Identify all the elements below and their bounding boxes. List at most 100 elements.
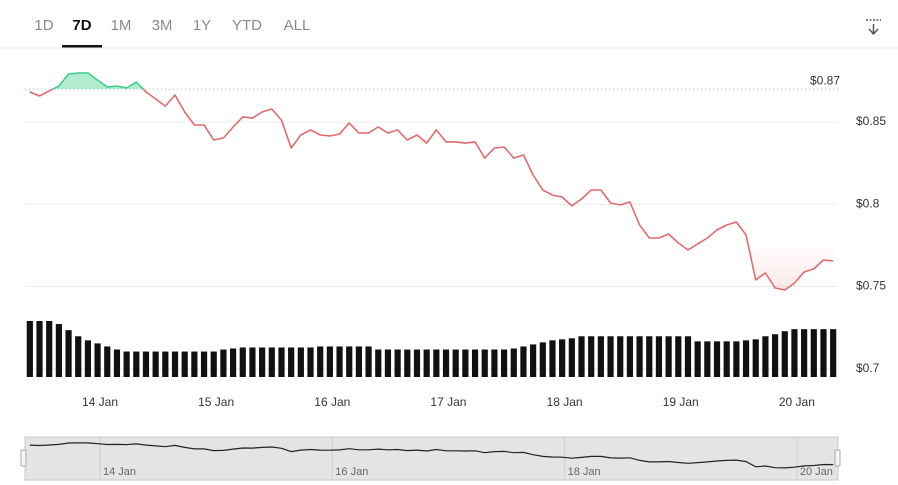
volume-bar [820, 329, 827, 377]
volume-bar [384, 349, 392, 377]
volume-bar [346, 346, 353, 377]
y-tick-label: $0.7 [856, 361, 880, 375]
volume-bar [471, 349, 479, 377]
volume-bar [607, 336, 614, 377]
volume-bar [771, 334, 779, 377]
time-range-tab[interactable]: 7D [72, 17, 91, 34]
volume-bar [684, 336, 692, 377]
volume-bar [617, 336, 624, 377]
time-range-tab[interactable]: 1D [34, 17, 53, 34]
time-range-tab[interactable]: ALL [284, 17, 311, 34]
volume-bar [413, 349, 421, 377]
volume-bar [365, 346, 372, 377]
volume-bar [559, 339, 566, 377]
volume-bar [278, 347, 285, 377]
volume-bar [171, 351, 179, 377]
volume-bar [191, 351, 198, 377]
volume-bar [133, 351, 140, 377]
volume-bar [123, 351, 130, 377]
x-tick-label: 16 Jan [314, 395, 350, 409]
volume-bar [84, 340, 92, 377]
price-line [29, 72, 834, 291]
volume-bar [36, 321, 43, 377]
download-button[interactable] [866, 19, 881, 36]
volume-bar [588, 336, 595, 377]
volume-bar [704, 341, 711, 377]
volume-bar [239, 347, 246, 377]
volume-bar [55, 324, 62, 377]
navigator-label: 14 Jan [103, 466, 136, 478]
volume-bar [597, 336, 604, 377]
volume-bar [810, 329, 817, 377]
x-tick-label: 19 Jan [663, 395, 699, 409]
volume-bar [104, 346, 111, 377]
volume-bar [781, 331, 788, 377]
volume-bar [801, 329, 808, 377]
price-area [29, 73, 834, 290]
volume-bar [568, 338, 575, 377]
volume-bar [162, 351, 169, 377]
volume-bar [288, 347, 295, 377]
volume-bar [665, 336, 672, 377]
volume-bar [26, 321, 33, 377]
volume-bar [326, 346, 333, 377]
y-tick-label: $0.85 [856, 114, 886, 128]
x-tick-label: 17 Jan [430, 395, 466, 409]
volume-bar [268, 347, 275, 377]
volume-bar [229, 348, 237, 377]
navigator-label: 20 Jan [800, 466, 833, 478]
volume-bar [375, 349, 382, 377]
volume-bar [452, 349, 459, 377]
time-range-tab[interactable]: 1M [111, 17, 132, 34]
volume-bar [742, 340, 750, 377]
volume-bar [142, 351, 150, 377]
volume-bar [491, 349, 498, 377]
volume-bar [65, 330, 72, 377]
time-range-tab[interactable]: YTD [232, 17, 262, 34]
x-tick-label: 18 Jan [547, 395, 583, 409]
volume-bar [530, 344, 537, 377]
reference-label: $0.87 [810, 73, 840, 87]
volume-bar [75, 336, 82, 377]
navigator-handle[interactable] [20, 449, 27, 467]
volume-bar [181, 351, 188, 377]
volume-bar [626, 336, 634, 377]
volume-bar [549, 340, 556, 377]
volume-bar [655, 336, 663, 377]
volume-bar [423, 349, 430, 377]
x-tick-label: 15 Jan [198, 395, 234, 409]
volume-bar [249, 347, 256, 377]
volume-bar [297, 347, 304, 377]
volume-bar [636, 336, 643, 377]
volume-bar [355, 346, 363, 377]
volume-bar [259, 347, 266, 377]
volume-bar [462, 349, 469, 377]
volume-bar [433, 349, 440, 377]
volume-bar [510, 348, 517, 377]
volume-bar [46, 321, 53, 377]
volume-bar [762, 336, 769, 377]
volume-bar [539, 342, 546, 377]
navigator-label: 18 Jan [568, 466, 601, 478]
volume-bar [646, 336, 653, 377]
navigator-handle[interactable] [834, 449, 841, 467]
x-tick-label: 14 Jan [82, 395, 118, 409]
volume-bar [220, 349, 227, 377]
time-range-tab[interactable]: 3M [152, 17, 173, 34]
navigator[interactable] [24, 436, 839, 481]
volume-bar [394, 349, 401, 377]
volume-bar [210, 351, 217, 377]
volume-bar [578, 336, 585, 377]
navigator-label: 16 Jan [335, 466, 368, 478]
y-tick-label: $0.8 [856, 196, 880, 210]
navigator-line [29, 442, 834, 469]
time-range-tab[interactable]: 1Y [193, 17, 211, 34]
volume-bar [830, 329, 837, 377]
volume-bar [694, 341, 701, 377]
volume-bar [442, 349, 450, 377]
y-tick-label: $0.75 [856, 279, 886, 293]
volume-bar [500, 349, 508, 377]
volume-bar [520, 346, 527, 377]
tab-underline [62, 45, 102, 48]
